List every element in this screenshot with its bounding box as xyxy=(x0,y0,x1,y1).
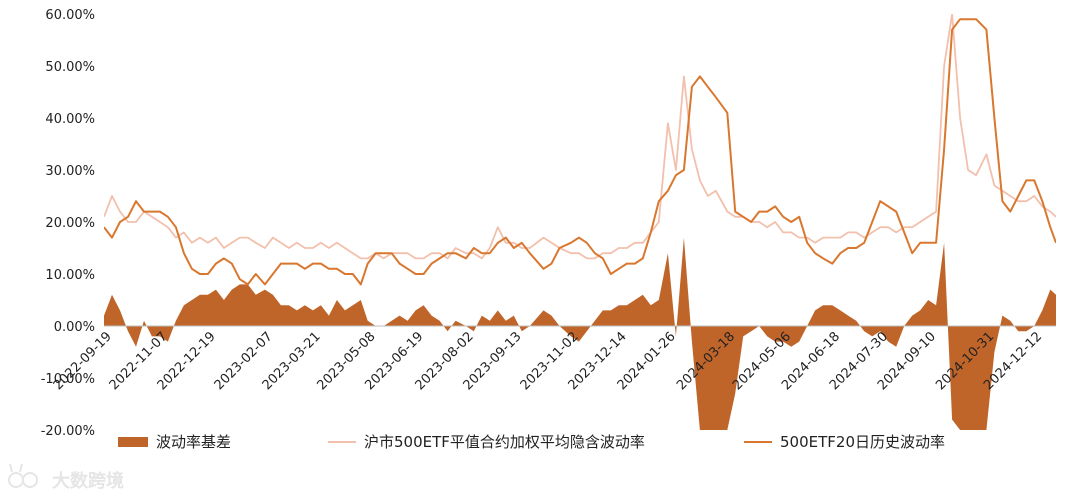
legend: 波动率基差 沪市500ETF平值合约加权平均隐含波动率 500ETF20日历史波… xyxy=(118,433,945,451)
series-line-historical-vol xyxy=(104,18,1056,286)
y-tick-label: 20.00% xyxy=(45,216,95,231)
y-tick-label: 50.00% xyxy=(45,60,95,75)
series-area-basis xyxy=(104,237,1056,430)
legend-label-implied-vol: 沪市500ETF平值合约加权平均隐含波动率 xyxy=(364,433,645,451)
series-area-layer xyxy=(104,237,1056,430)
y-tick-label: 60.00% xyxy=(45,8,95,23)
y-tick-label: 10.00% xyxy=(45,268,95,283)
series-line-implied-vol xyxy=(104,14,1056,260)
series-line-layer xyxy=(104,14,1056,286)
legend-item-basis: 波动率基差 xyxy=(118,433,231,451)
y-tick-label: 30.00% xyxy=(45,164,95,179)
watermark-text: 大数跨境 xyxy=(52,470,124,492)
y-axis-labels: -20.00% -10.00% 0.00% 10.00% 20.00% 30.00% 40.… xyxy=(41,8,95,439)
watermark: 大数跨境 xyxy=(8,463,124,492)
y-tick-label: 40.00% xyxy=(45,112,95,127)
legend-item-historical-vol: 500ETF20日历史波动率 xyxy=(744,433,945,451)
legend-label-historical-vol: 500ETF20日历史波动率 xyxy=(780,433,945,451)
legend-swatch-basis xyxy=(118,437,148,447)
legend-label-basis: 波动率基差 xyxy=(156,433,231,451)
y-tick-label: 0.00% xyxy=(54,320,95,335)
legend-item-implied-vol: 沪市500ETF平值合约加权平均隐含波动率 xyxy=(328,433,645,451)
y-tick-label: -20.00% xyxy=(41,424,95,439)
y-tick-label: -10.00% xyxy=(41,372,95,387)
rabbit-logo-icon xyxy=(8,463,38,488)
